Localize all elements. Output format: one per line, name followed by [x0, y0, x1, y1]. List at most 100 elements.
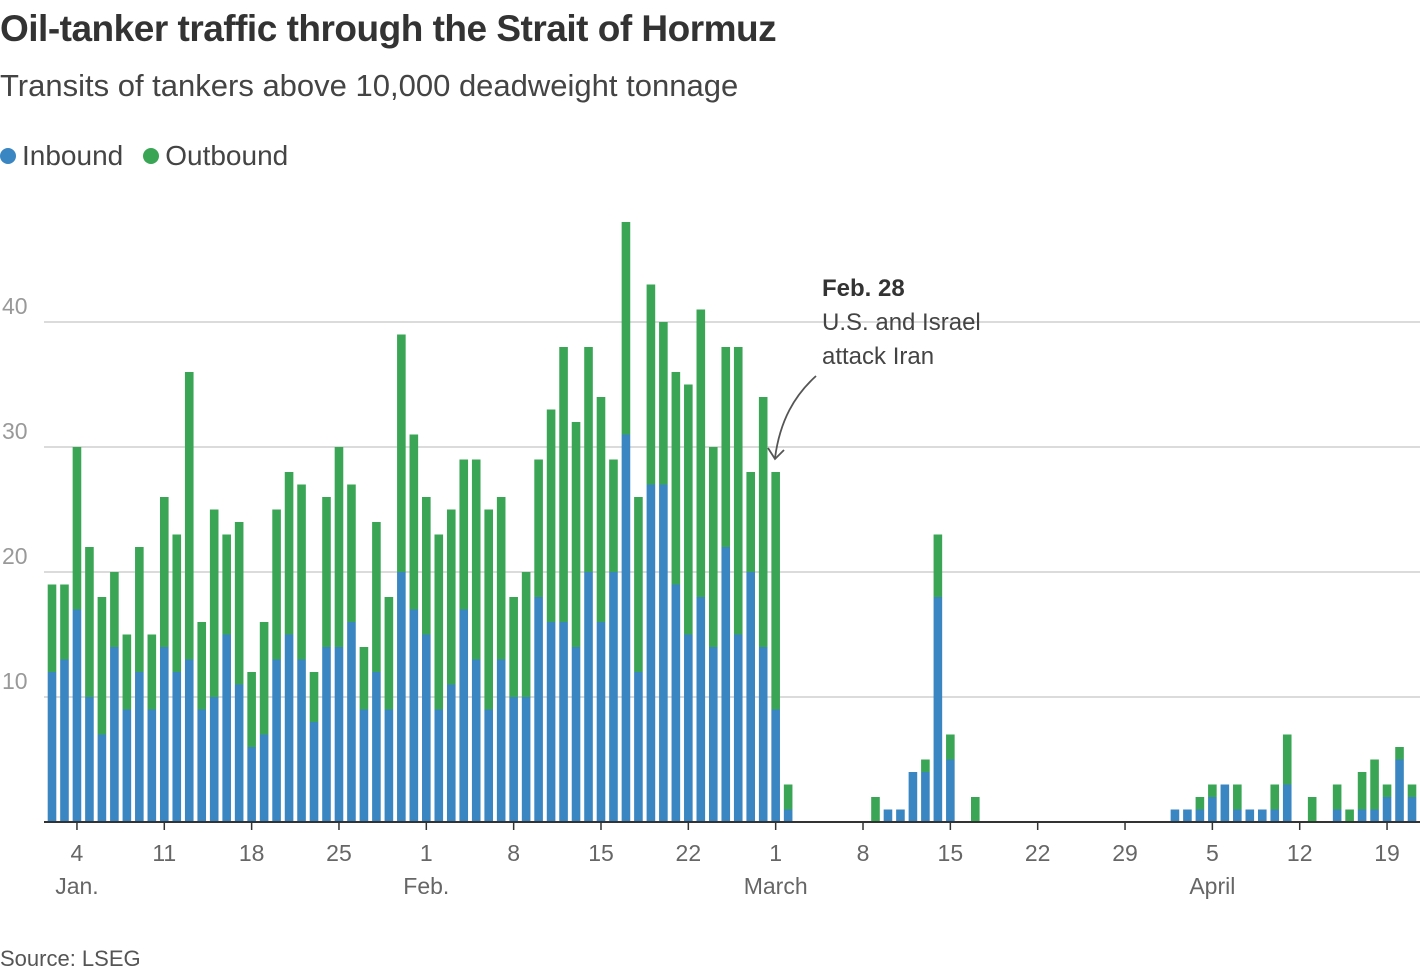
x-tick-label: 15 [938, 840, 964, 866]
bar-outbound [921, 759, 930, 772]
bar-outbound [47, 584, 57, 672]
bar-outbound [1395, 747, 1404, 760]
bar-inbound [1382, 797, 1392, 822]
bar-inbound [122, 709, 132, 822]
annotation-arrowhead [767, 447, 785, 461]
bar-inbound [609, 572, 618, 822]
bar-outbound [122, 634, 132, 710]
x-tick-label: 22 [1025, 840, 1051, 866]
bar-inbound [546, 622, 556, 822]
bar-inbound [733, 634, 743, 822]
bar-outbound [484, 509, 493, 710]
bar-outbound [646, 284, 656, 485]
bar-outbound [609, 459, 618, 572]
bar-outbound [733, 347, 743, 635]
bar-inbound [1370, 809, 1379, 822]
bar-inbound [422, 634, 431, 822]
bar-outbound [534, 459, 543, 597]
bar-outbound [696, 309, 706, 597]
y-tick-label: 20 [2, 543, 28, 569]
bar-inbound [571, 647, 581, 822]
bar-outbound [621, 222, 631, 435]
bar-inbound [222, 634, 231, 822]
bar-outbound [259, 622, 269, 735]
bar-outbound [471, 459, 481, 660]
x-tick-label: 5 [1206, 840, 1219, 866]
bar-outbound [1195, 797, 1205, 810]
x-tick-label: 25 [326, 840, 352, 866]
annotation-line2: attack Iran [822, 343, 934, 370]
bar-inbound [721, 547, 731, 822]
bar-outbound [272, 509, 281, 660]
bar-inbound [1183, 809, 1192, 822]
bar-inbound [1170, 809, 1180, 822]
bar-inbound [172, 672, 182, 822]
bar-inbound [1195, 809, 1205, 822]
legend-item-outbound: Outbound [143, 140, 288, 172]
bar-inbound [446, 684, 456, 822]
bar-outbound [97, 597, 107, 735]
bar-outbound [546, 409, 556, 622]
bar-outbound [434, 534, 444, 710]
bar-inbound [459, 609, 469, 822]
x-month-label: March [744, 873, 808, 899]
bar-outbound [771, 472, 780, 710]
annotation-arrow [774, 375, 817, 459]
x-month-label: April [1189, 873, 1235, 899]
bar-inbound [284, 634, 294, 822]
bar-outbound [1370, 759, 1379, 810]
bar-inbound [97, 734, 107, 822]
x-tick-label: 8 [857, 840, 870, 866]
bar-inbound [1357, 809, 1367, 822]
bar-inbound [671, 584, 681, 822]
bar-outbound [147, 634, 157, 710]
bar-outbound [671, 372, 681, 585]
chart-title: Oil-tanker traffic through the Strait of… [0, 8, 777, 49]
bar-inbound [634, 672, 643, 822]
bar-outbound [422, 497, 431, 635]
bar-inbound [297, 659, 306, 822]
bar-outbound [110, 572, 119, 647]
bar-outbound [1357, 772, 1367, 810]
bar-inbound [1208, 797, 1217, 822]
bar-inbound [110, 647, 119, 822]
bar-inbound [883, 809, 893, 822]
bar-outbound [184, 372, 194, 660]
bar-inbound [309, 722, 319, 822]
bar-outbound [135, 547, 144, 672]
bar-inbound [684, 634, 693, 822]
bar-outbound [1233, 784, 1242, 810]
bar-inbound [1332, 809, 1342, 822]
y-tick-label: 30 [2, 418, 28, 444]
bar-outbound [933, 534, 943, 597]
bar-inbound [708, 647, 718, 822]
bar-inbound [1233, 809, 1242, 822]
bar-outbound [409, 434, 419, 610]
bar-outbound [584, 347, 593, 572]
bar-inbound [1245, 809, 1255, 822]
bar-outbound [1208, 784, 1217, 797]
bar-outbound [72, 447, 82, 610]
bar-outbound [571, 422, 581, 647]
bar-outbound [322, 497, 331, 647]
bar-outbound [359, 647, 369, 710]
bar-inbound [72, 609, 82, 822]
x-month-label: Feb. [403, 873, 449, 899]
bar-outbound [446, 509, 456, 685]
bar-inbound [484, 709, 493, 822]
bar-outbound [946, 734, 955, 760]
bar-inbound [272, 659, 281, 822]
bar-inbound [896, 809, 905, 822]
bar-inbound [1407, 797, 1417, 822]
bar-inbound [372, 672, 381, 822]
x-tick-label: 8 [507, 840, 520, 866]
bar-outbound [372, 522, 381, 672]
bar-outbound [758, 397, 768, 647]
bar-inbound [197, 709, 207, 822]
x-tick-label: 18 [239, 840, 265, 866]
legend-swatch-outbound [143, 148, 160, 164]
x-tick-label: 11 [152, 840, 176, 866]
x-tick-label: 12 [1287, 840, 1313, 866]
chart-plot: 10 20 30 40 4 Jan. 11 18 25 1 Feb. 8 15 22 1 March 8 15 22… [2, 222, 1420, 899]
bar-inbound [509, 697, 518, 822]
